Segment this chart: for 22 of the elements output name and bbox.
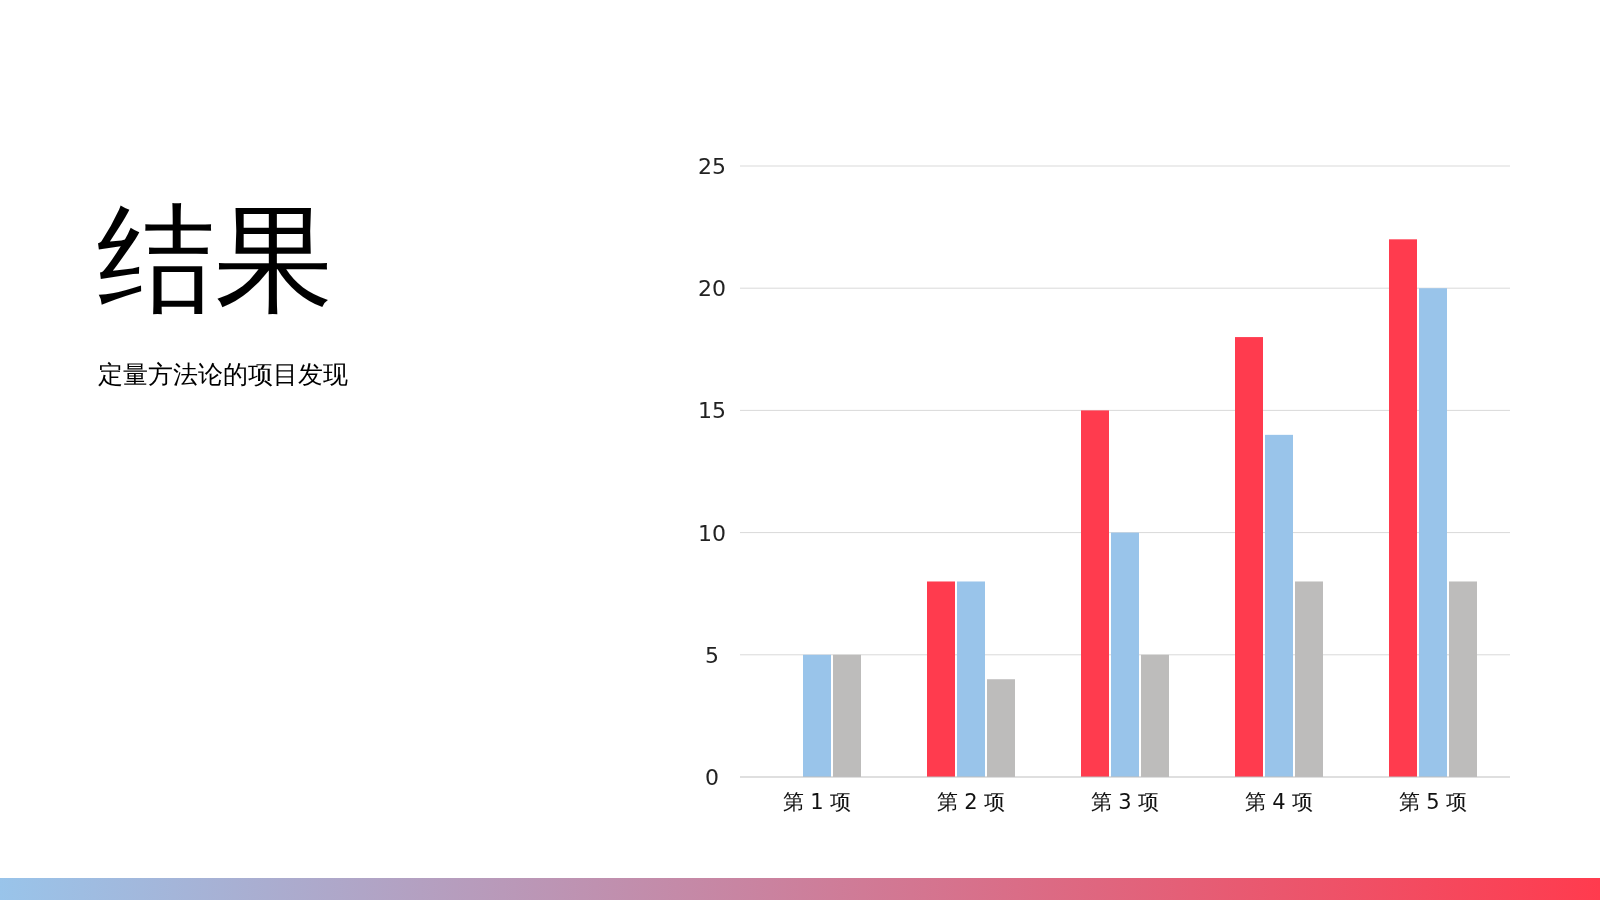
bar	[957, 581, 985, 777]
y-tick-label: 20	[698, 276, 726, 302]
x-tick-label: 第 2 项	[936, 790, 1006, 814]
bar	[927, 581, 955, 777]
y-tick-label: 0	[705, 765, 719, 790]
bar	[1419, 288, 1447, 777]
bar	[1081, 410, 1109, 777]
x-tick-label: 第 3 项	[1090, 790, 1160, 814]
bar	[1389, 239, 1417, 777]
bar	[1265, 434, 1293, 777]
x-tick-label: 第 1 项	[782, 790, 852, 814]
y-tick-label: 10	[698, 520, 726, 546]
y-tick-label: 5	[705, 642, 719, 668]
chart-title: 结果	[97, 190, 333, 328]
x-tick-label: 第 4 项	[1244, 790, 1314, 814]
bar	[1235, 337, 1263, 777]
bar	[1111, 532, 1139, 777]
x-tick-label: 第 5 项	[1398, 790, 1468, 814]
y-tick-label: 25	[698, 154, 726, 179]
y-tick-label: 15	[698, 398, 726, 424]
bar	[803, 654, 831, 777]
text: 定量方法论的项目发现	[98, 360, 348, 389]
